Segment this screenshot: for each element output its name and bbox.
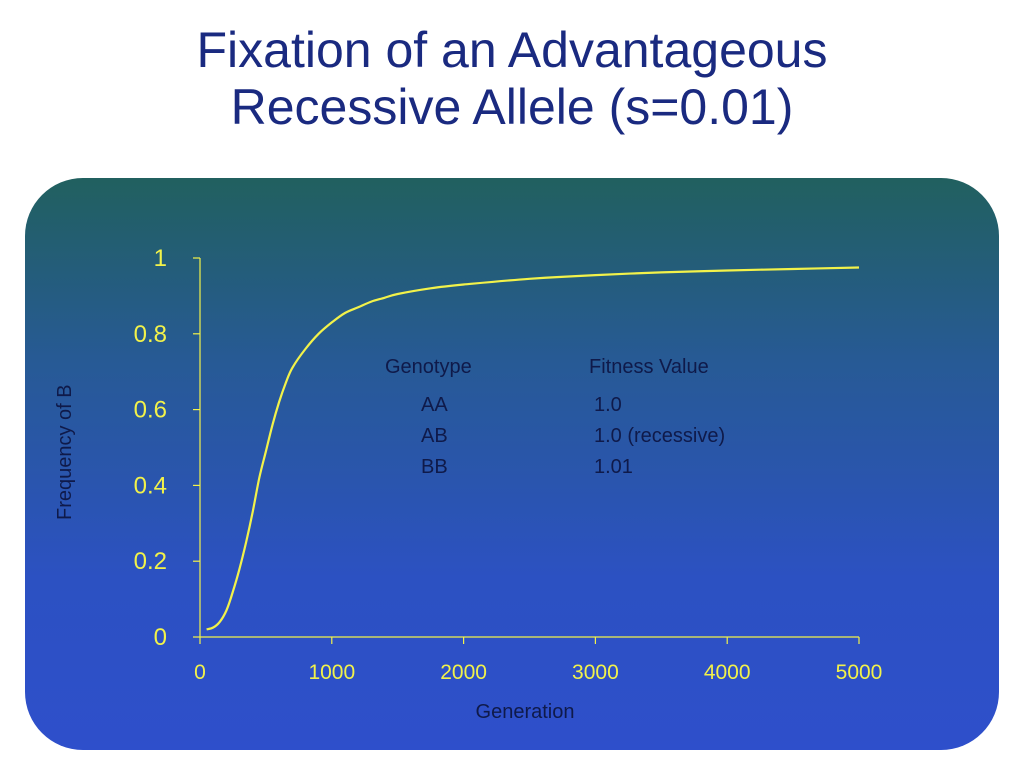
x-tick-label: 1000 xyxy=(308,661,355,684)
fitness-aa: 1.0 xyxy=(594,394,622,416)
fitness-ab: 1.0 (recessive) xyxy=(594,425,726,447)
x-axis-label: Generation xyxy=(475,701,575,723)
genotype-aa: AA xyxy=(421,394,448,416)
y-axis-label: Frequency of B xyxy=(54,384,76,520)
x-tick-label: 0 xyxy=(194,661,206,684)
title-line-2: Recessive Allele (s=0.01) xyxy=(230,79,794,135)
genotype-bb: BB xyxy=(421,456,448,478)
fitness-header: Fitness Value xyxy=(589,356,709,378)
x-tick-label: 2000 xyxy=(440,661,487,684)
genotype-ab: AB xyxy=(421,425,448,447)
y-tick-label: 0.4 xyxy=(134,472,167,499)
y-tick-label: 0 xyxy=(154,624,167,651)
frequency-curve xyxy=(206,266,860,631)
slide-title: Fixation of an Advantageous Recessive Al… xyxy=(0,22,1024,136)
y-tick-label: 0.6 xyxy=(134,397,167,424)
y-tick-label: 0.8 xyxy=(134,321,167,348)
title-line-1: Fixation of an Advantageous xyxy=(196,22,828,78)
line-chart: 0 0.2 0.4 0.6 0.8 1 0 1000 2000 3000 4000 5000 xyxy=(134,245,883,684)
chart-panel: 0 0.2 0.4 0.6 0.8 1 0 1000 2000 3000 4000 5000 xyxy=(25,178,999,750)
y-tick-label: 1 xyxy=(154,245,167,272)
genotype-header: Genotype xyxy=(385,356,472,378)
fitness-bb: 1.01 xyxy=(594,456,633,478)
x-tick-label: 4000 xyxy=(704,661,751,684)
y-tick-label: 0.2 xyxy=(134,548,167,575)
x-tick-label: 5000 xyxy=(836,661,883,684)
x-tick-label: 3000 xyxy=(572,661,619,684)
